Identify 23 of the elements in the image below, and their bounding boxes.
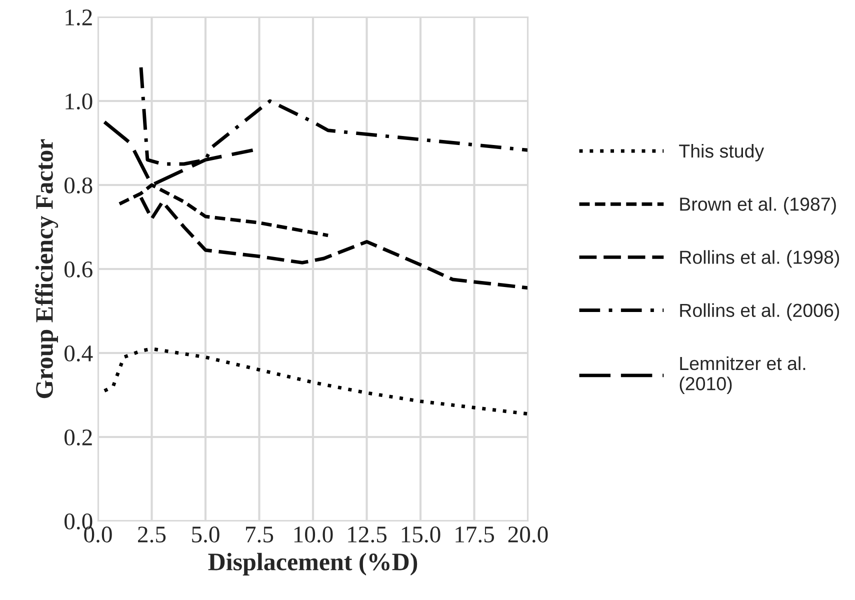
y-tick-label: 1.0 xyxy=(66,93,92,110)
x-axis-title: Displacement (%D) xyxy=(208,552,418,576)
x-tick-label: 7.5 xyxy=(246,526,274,543)
x-tick-label: 15.0 xyxy=(402,526,440,543)
x-tick-label: 5.0 xyxy=(192,526,220,543)
x-tick-label: 10.0 xyxy=(294,526,333,543)
y-tick-label: 1.2 xyxy=(66,10,92,26)
line-series xyxy=(139,196,528,290)
legend-label: Brown et al. (1987) xyxy=(680,197,836,215)
x-tick-label: 20.0 xyxy=(508,526,548,543)
y-tick-label: 0.8 xyxy=(64,177,92,194)
legend-label: Rollins et al. (1998) xyxy=(680,250,840,268)
legend-label: Rollins et al. (2006) xyxy=(680,303,840,321)
x-tick-label: 12.5 xyxy=(348,526,386,543)
x-tick-label: 2.5 xyxy=(138,526,166,543)
y-tick-label: 0.6 xyxy=(64,261,92,278)
y-tick-label: 0.2 xyxy=(64,429,92,446)
y-axis-title: Group Efficiency Factor xyxy=(35,139,58,398)
legend-label: This study xyxy=(679,144,764,162)
x-tick-label: 17.5 xyxy=(456,526,494,543)
legend-label: Lemnitzer et al. (2010) xyxy=(680,356,806,394)
line-series xyxy=(102,347,528,416)
y-tick-label: 0.4 xyxy=(64,345,93,362)
